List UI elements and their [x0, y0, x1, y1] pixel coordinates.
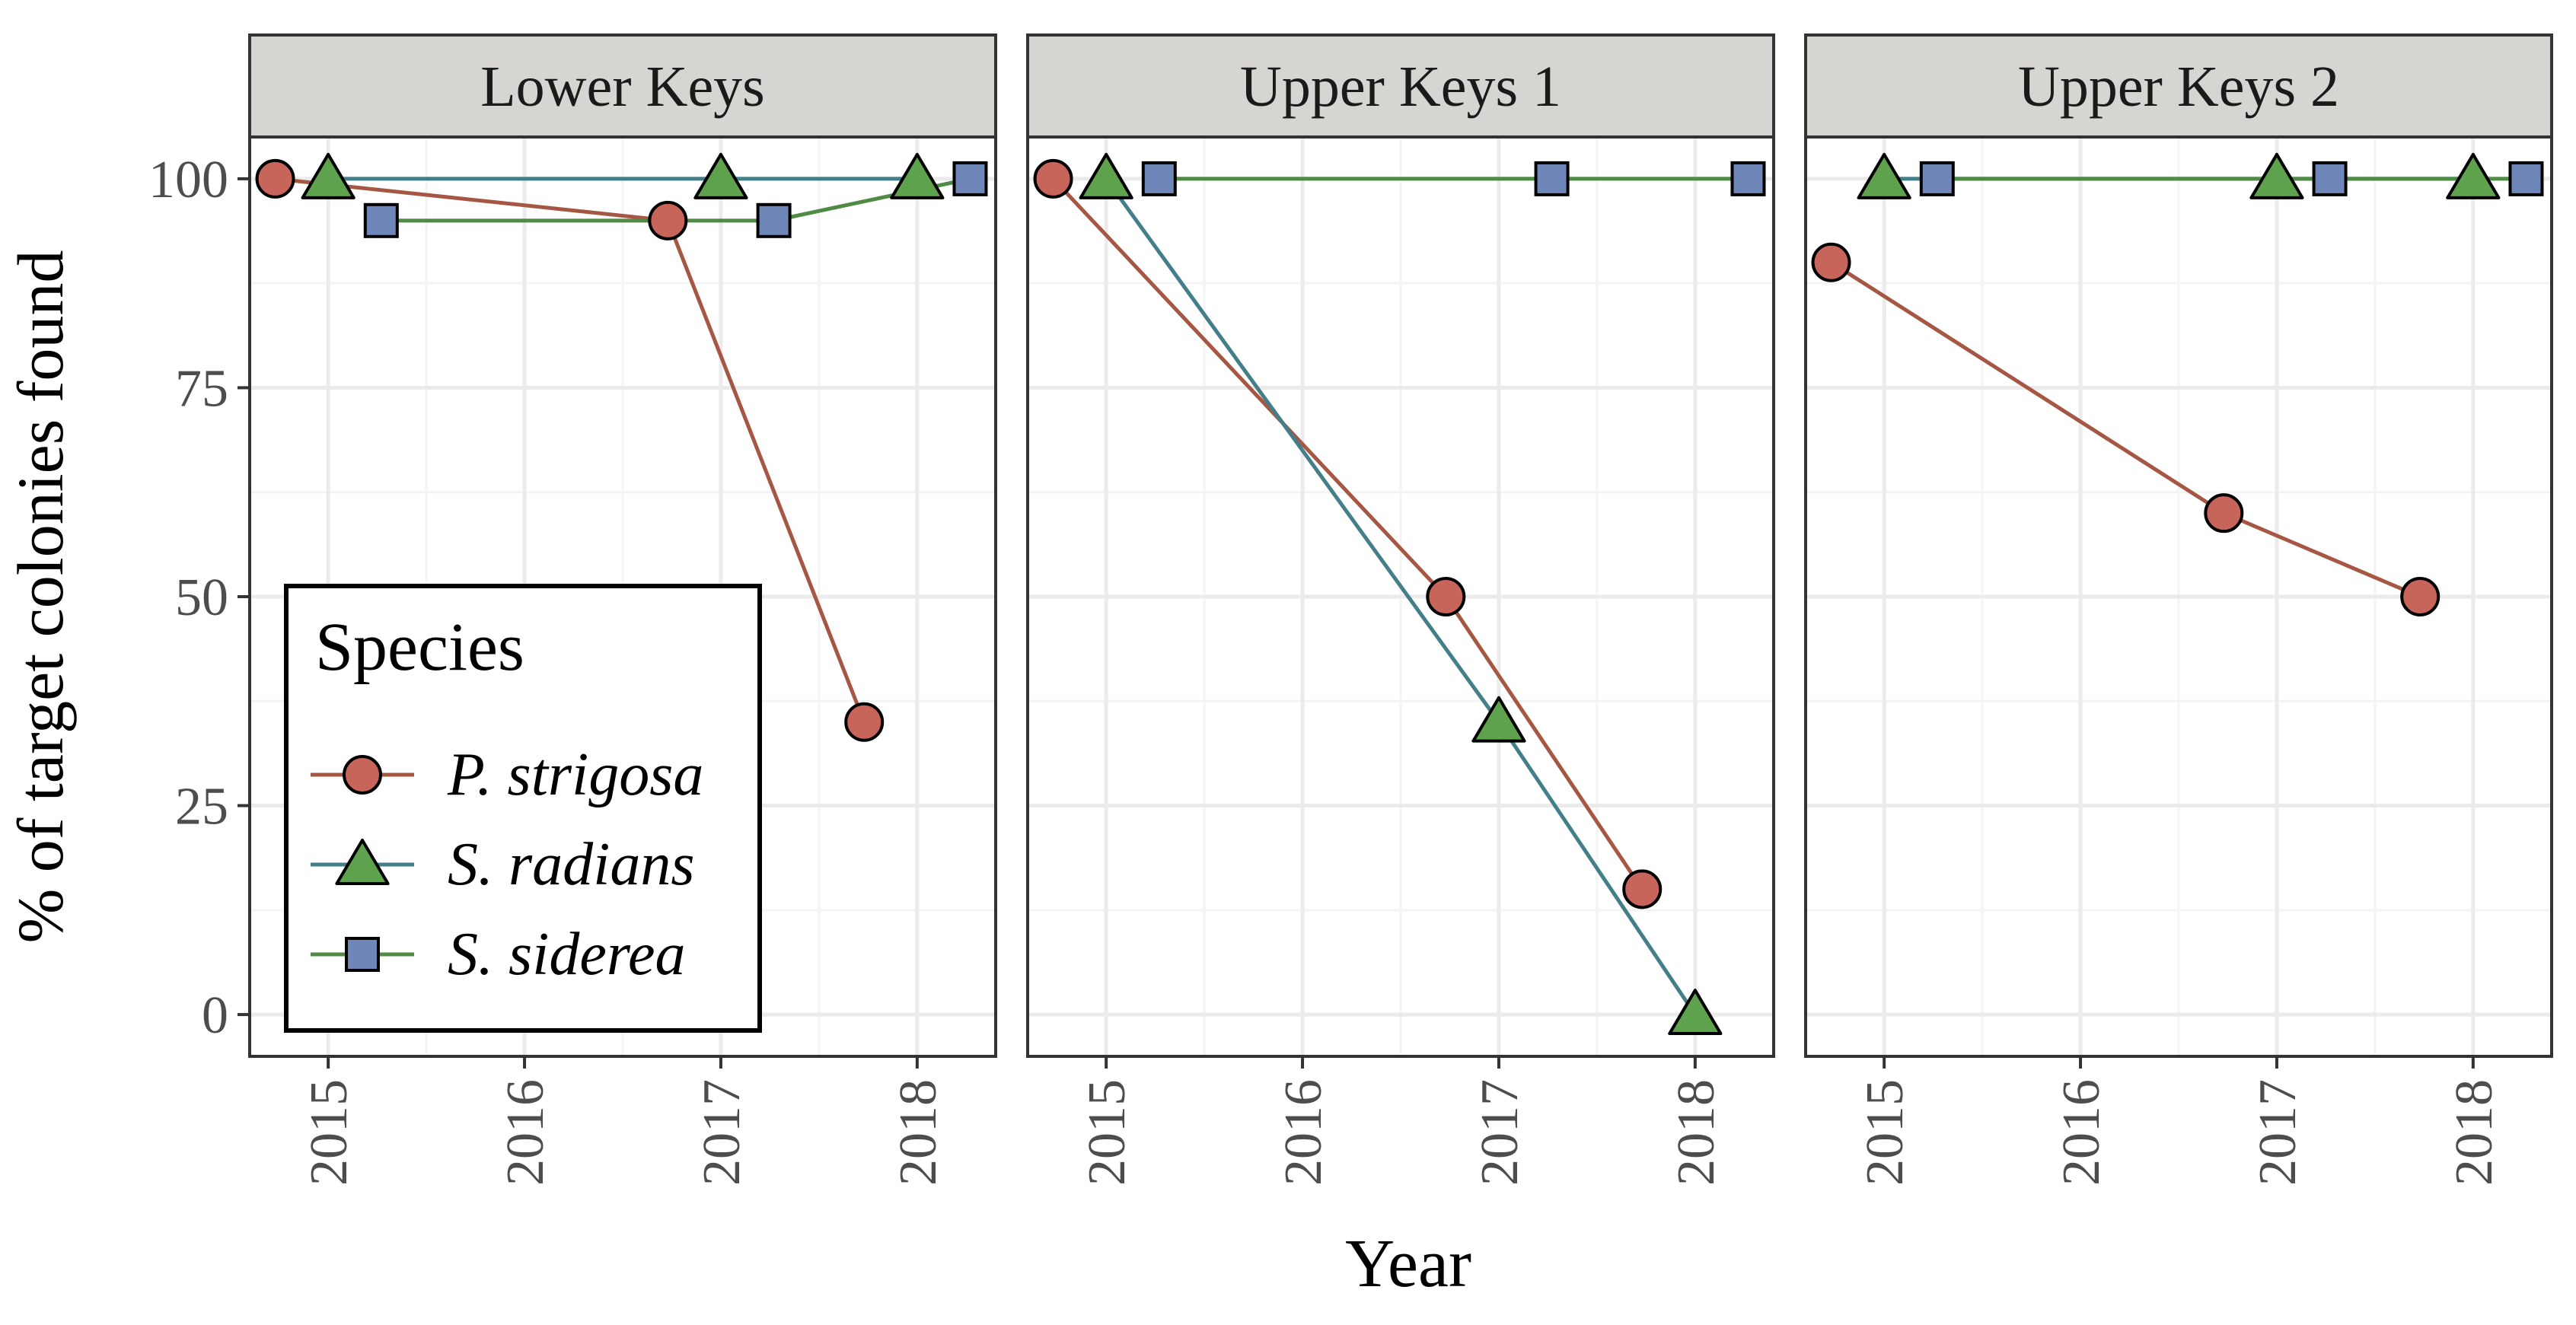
data-point	[1033, 158, 1073, 199]
data-point	[2204, 493, 2244, 534]
x-tick-label: 2017	[693, 1079, 751, 1186]
facet-panel-2: Upper Keys 1 2015 2016 2017 2018	[1026, 33, 1775, 1186]
x-tick-label: 2017	[2249, 1079, 2307, 1186]
facet-strip	[1804, 33, 2553, 139]
data-point	[1668, 989, 1723, 1036]
legend: Species P. strigosa S. radians S. siderea	[284, 584, 762, 1033]
y-axis-label: % of target colonies found	[4, 250, 77, 944]
x-tick-label: 2015	[1078, 1079, 1137, 1186]
y-tick-label: 25	[175, 778, 228, 836]
facet-strip	[1026, 33, 1775, 139]
legend-label: P. strigosa	[447, 741, 703, 808]
legend-key-marker	[343, 755, 382, 795]
facet-title: Lower Keys	[480, 55, 765, 119]
legend-key-marker	[335, 839, 390, 885]
data-point	[844, 702, 885, 742]
x-axis-label: Year	[1345, 1226, 1471, 1301]
panel-border	[1804, 135, 2553, 1058]
legend-label: S. radians	[448, 831, 695, 898]
data-point	[1471, 696, 1526, 743]
data-point	[301, 152, 355, 199]
facet-panel-3: Upper Keys 2 2015 2016 2017 2018	[1804, 33, 2553, 1186]
data-point	[1426, 577, 1466, 616]
y-tick-label: 75	[175, 359, 228, 418]
legend-label: S. siderea	[448, 921, 686, 988]
data-point	[693, 152, 748, 199]
data-point	[1919, 161, 1955, 196]
x-tick-label: 2018	[889, 1079, 948, 1186]
data-point	[363, 202, 399, 238]
chart-panels: Lower Keys 2015 2016 2017 2018 Upper Keys 1 20…	[148, 33, 2553, 1186]
y-tick-label: 100	[148, 151, 228, 209]
x-tick-label: 2018	[2445, 1079, 2504, 1186]
data-point	[2508, 161, 2544, 196]
legend-title: Species	[315, 610, 524, 685]
data-point	[1857, 152, 1911, 199]
data-point	[1079, 152, 1133, 199]
x-tick-label: 2017	[1471, 1079, 1529, 1186]
data-point	[2400, 577, 2441, 616]
data-point	[890, 152, 945, 199]
data-point	[756, 202, 792, 238]
x-tick-label: 2015	[1856, 1079, 1914, 1186]
facet-strip	[248, 33, 997, 139]
data-point	[952, 161, 988, 196]
legend-key-marker	[345, 937, 380, 972]
x-tick-label: 2016	[2052, 1079, 2111, 1186]
data-point	[1141, 161, 1177, 196]
data-point	[1811, 242, 1851, 282]
facet-title: Upper Keys 1	[1240, 55, 1561, 119]
data-point	[1534, 161, 1570, 196]
y-tick-label: 50	[175, 569, 228, 627]
data-point	[1730, 161, 1766, 196]
panel-border	[1026, 135, 1775, 1058]
data-point	[2249, 152, 2304, 199]
x-tick-label: 2016	[1274, 1079, 1333, 1186]
data-point	[2446, 152, 2501, 199]
data-point	[1622, 869, 1663, 909]
data-point	[2312, 161, 2348, 196]
x-tick-label: 2018	[1667, 1079, 1726, 1186]
facet-title: Upper Keys 2	[2018, 55, 2339, 119]
x-tick-label: 2016	[496, 1079, 555, 1186]
data-point	[255, 158, 295, 199]
x-tick-label: 2015	[300, 1079, 359, 1186]
y-axis: 0 25 50 75 100	[148, 151, 250, 1045]
y-tick-label: 0	[202, 986, 228, 1045]
data-point	[648, 200, 688, 240]
